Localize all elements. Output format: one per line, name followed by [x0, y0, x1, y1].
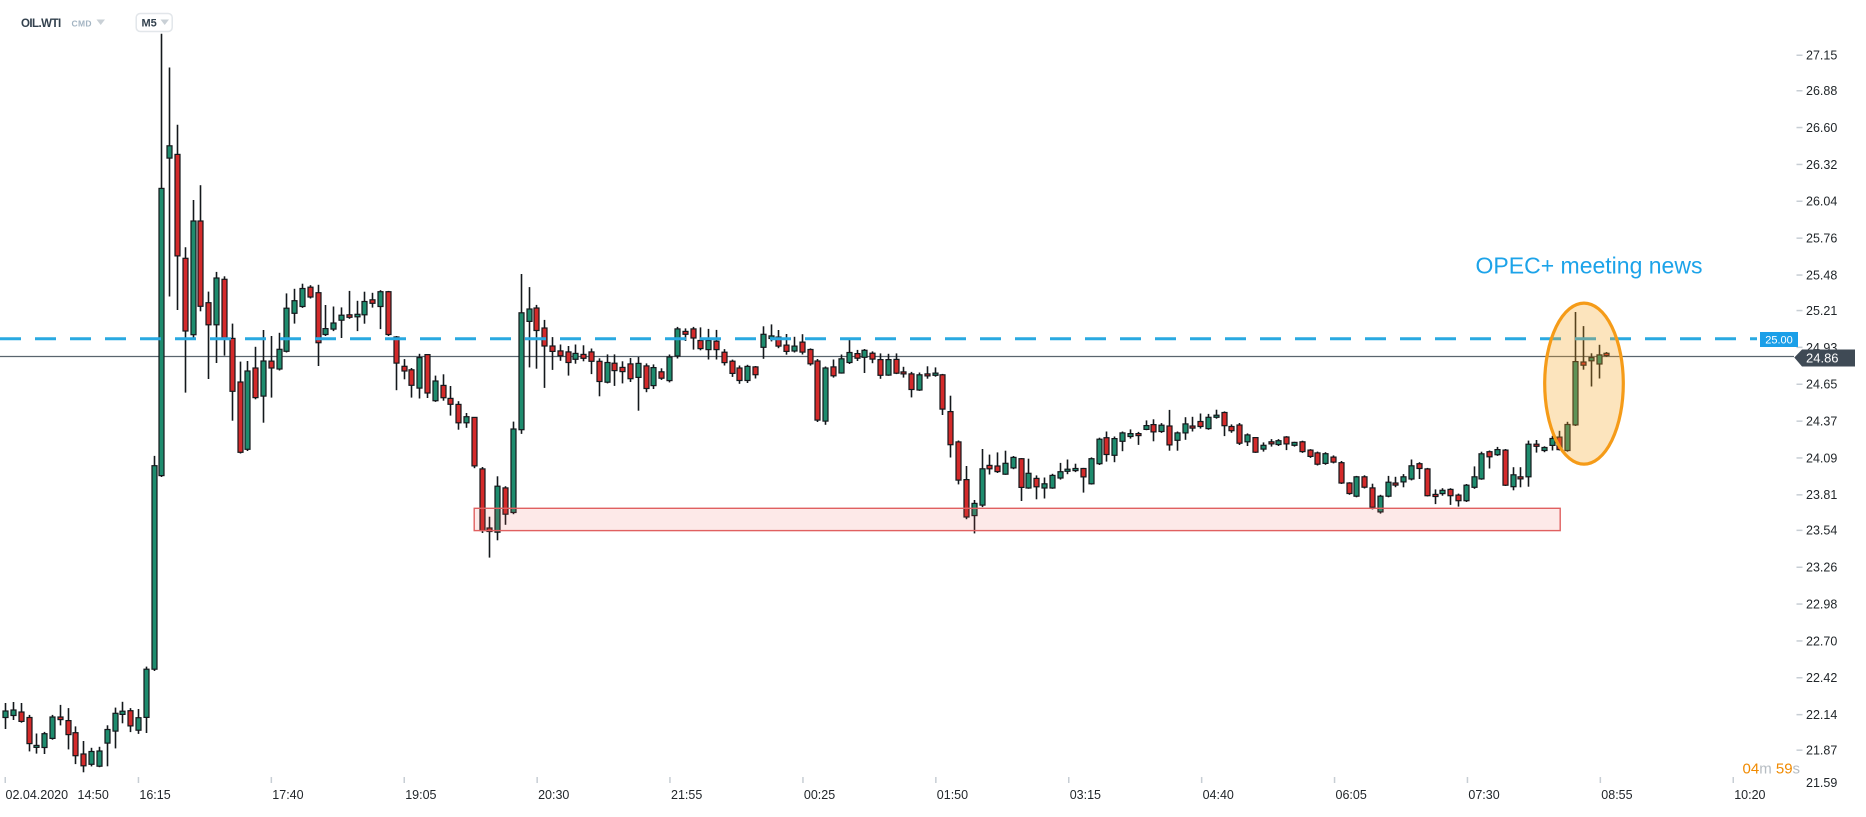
svg-text:08:55: 08:55 — [1601, 788, 1632, 802]
svg-text:OPEC+ meeting news: OPEC+ meeting news — [1476, 253, 1703, 279]
svg-text:27.15: 27.15 — [1806, 49, 1837, 63]
svg-text:26.60: 26.60 — [1806, 121, 1837, 135]
svg-text:26.04: 26.04 — [1806, 195, 1837, 209]
svg-text:22.42: 22.42 — [1806, 671, 1837, 685]
svg-text:01:50: 01:50 — [937, 788, 968, 802]
svg-text:25.21: 25.21 — [1806, 304, 1837, 318]
svg-text:26.32: 26.32 — [1806, 158, 1837, 172]
svg-text:14:50: 14:50 — [78, 788, 109, 802]
svg-text:16:15: 16:15 — [139, 788, 170, 802]
svg-text:04:40: 04:40 — [1203, 788, 1234, 802]
svg-text:02.04.2020: 02.04.2020 — [6, 788, 69, 802]
svg-text:21:55: 21:55 — [671, 788, 702, 802]
svg-text:26.88: 26.88 — [1806, 84, 1837, 98]
svg-text:03:15: 03:15 — [1070, 788, 1101, 802]
svg-text:23.54: 23.54 — [1806, 524, 1837, 538]
svg-text:25.00: 25.00 — [1765, 335, 1793, 347]
svg-text:21.59: 21.59 — [1806, 776, 1837, 790]
svg-text:06:05: 06:05 — [1336, 788, 1367, 802]
svg-text:10:20: 10:20 — [1734, 788, 1765, 802]
svg-text:22.98: 22.98 — [1806, 598, 1837, 612]
svg-text:24.86: 24.86 — [1806, 351, 1839, 366]
svg-text:22.70: 22.70 — [1806, 634, 1837, 648]
svg-text:04m 59s: 04m 59s — [1743, 761, 1801, 778]
svg-text:21.87: 21.87 — [1806, 744, 1837, 758]
svg-text:25.48: 25.48 — [1806, 268, 1837, 282]
svg-text:23.26: 23.26 — [1806, 561, 1837, 575]
svg-text:22.14: 22.14 — [1806, 708, 1837, 722]
svg-text:00:25: 00:25 — [804, 788, 835, 802]
svg-text:24.37: 24.37 — [1806, 415, 1837, 429]
svg-text:25.76: 25.76 — [1806, 232, 1837, 246]
svg-text:24.65: 24.65 — [1806, 378, 1837, 392]
svg-text:20:30: 20:30 — [538, 788, 569, 802]
svg-text:23.81: 23.81 — [1806, 488, 1837, 502]
svg-text:M5: M5 — [142, 18, 157, 30]
svg-text:07:30: 07:30 — [1468, 788, 1499, 802]
svg-text:CMD: CMD — [72, 19, 92, 29]
svg-text:19:05: 19:05 — [405, 788, 436, 802]
svg-text:OIL.WTI: OIL.WTI — [21, 18, 61, 30]
svg-text:24.09: 24.09 — [1806, 451, 1837, 465]
svg-text:17:40: 17:40 — [272, 788, 303, 802]
